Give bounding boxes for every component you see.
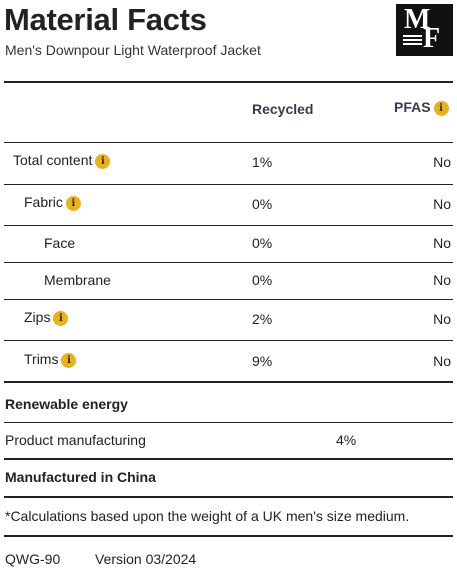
- info-icon[interactable]: i: [61, 353, 77, 368]
- row-fabric-label: Fabric i: [24, 194, 81, 211]
- row-membrane-recycled: 0%: [252, 272, 273, 288]
- info-icon[interactable]: i: [65, 196, 81, 211]
- product-manufacturing-label: Product manufacturing: [5, 432, 146, 448]
- version-label: Version 03/2024: [95, 551, 197, 567]
- logo-letter-m: M: [404, 4, 431, 35]
- row-trims-pfas: No: [433, 353, 451, 369]
- row-trims-label: Trims i: [24, 351, 77, 368]
- divider: [4, 142, 453, 143]
- row-face-recycled: 0%: [252, 235, 273, 251]
- row-label: Fabric: [24, 194, 63, 210]
- row-total-content-pfas: No: [433, 154, 451, 170]
- row-fabric-recycled: 0%: [252, 196, 273, 212]
- product-name: Men's Downpour Light Waterproof Jacket: [5, 42, 261, 58]
- row-fabric-pfas: No: [433, 196, 451, 212]
- divider: [4, 422, 453, 423]
- divider: [4, 81, 453, 83]
- logo-lines: [403, 35, 422, 47]
- divider: [4, 340, 453, 341]
- column-header-pfas: PFAS i: [394, 99, 449, 116]
- row-face-pfas: No: [433, 235, 451, 251]
- logo-letter-f: F: [423, 23, 441, 54]
- row-label: Total content: [13, 152, 93, 168]
- page-title: Material Facts: [4, 2, 207, 37]
- divider: [4, 381, 453, 383]
- row-zips-recycled: 2%: [252, 311, 273, 327]
- row-zips-label: Zips i: [24, 309, 69, 326]
- info-icon[interactable]: i: [433, 101, 449, 116]
- brand-logo: M F: [396, 4, 453, 56]
- divider: [4, 496, 453, 498]
- divider: [4, 184, 453, 185]
- origin-label: Manufactured in China: [5, 469, 156, 485]
- divider: [4, 299, 453, 300]
- info-icon[interactable]: i: [95, 154, 111, 169]
- column-header-recycled: Recycled: [252, 101, 314, 117]
- row-label: Zips: [24, 309, 51, 325]
- footnote: *Calculations based upon the weight of a…: [5, 508, 410, 524]
- divider: [4, 225, 453, 226]
- info-icon[interactable]: i: [53, 311, 69, 326]
- row-zips-pfas: No: [433, 311, 451, 327]
- product-code: QWG-90: [5, 551, 61, 567]
- column-header-pfas-label: PFAS: [394, 99, 431, 115]
- row-label: Trims: [24, 351, 59, 367]
- product-manufacturing-value: 4%: [336, 432, 357, 448]
- row-total-content-recycled: 1%: [252, 154, 273, 170]
- renewable-energy-heading: Renewable energy: [5, 396, 128, 412]
- divider: [4, 535, 453, 537]
- row-total-content-label: Total content i: [13, 152, 111, 169]
- row-face-label: Face: [44, 235, 76, 251]
- row-trims-recycled: 9%: [252, 353, 273, 369]
- divider: [4, 458, 453, 460]
- row-membrane-label: Membrane: [44, 272, 111, 288]
- row-membrane-pfas: No: [433, 272, 451, 288]
- header: Material Facts Men's Downpour Light Wate…: [4, 0, 453, 70]
- divider: [4, 262, 453, 263]
